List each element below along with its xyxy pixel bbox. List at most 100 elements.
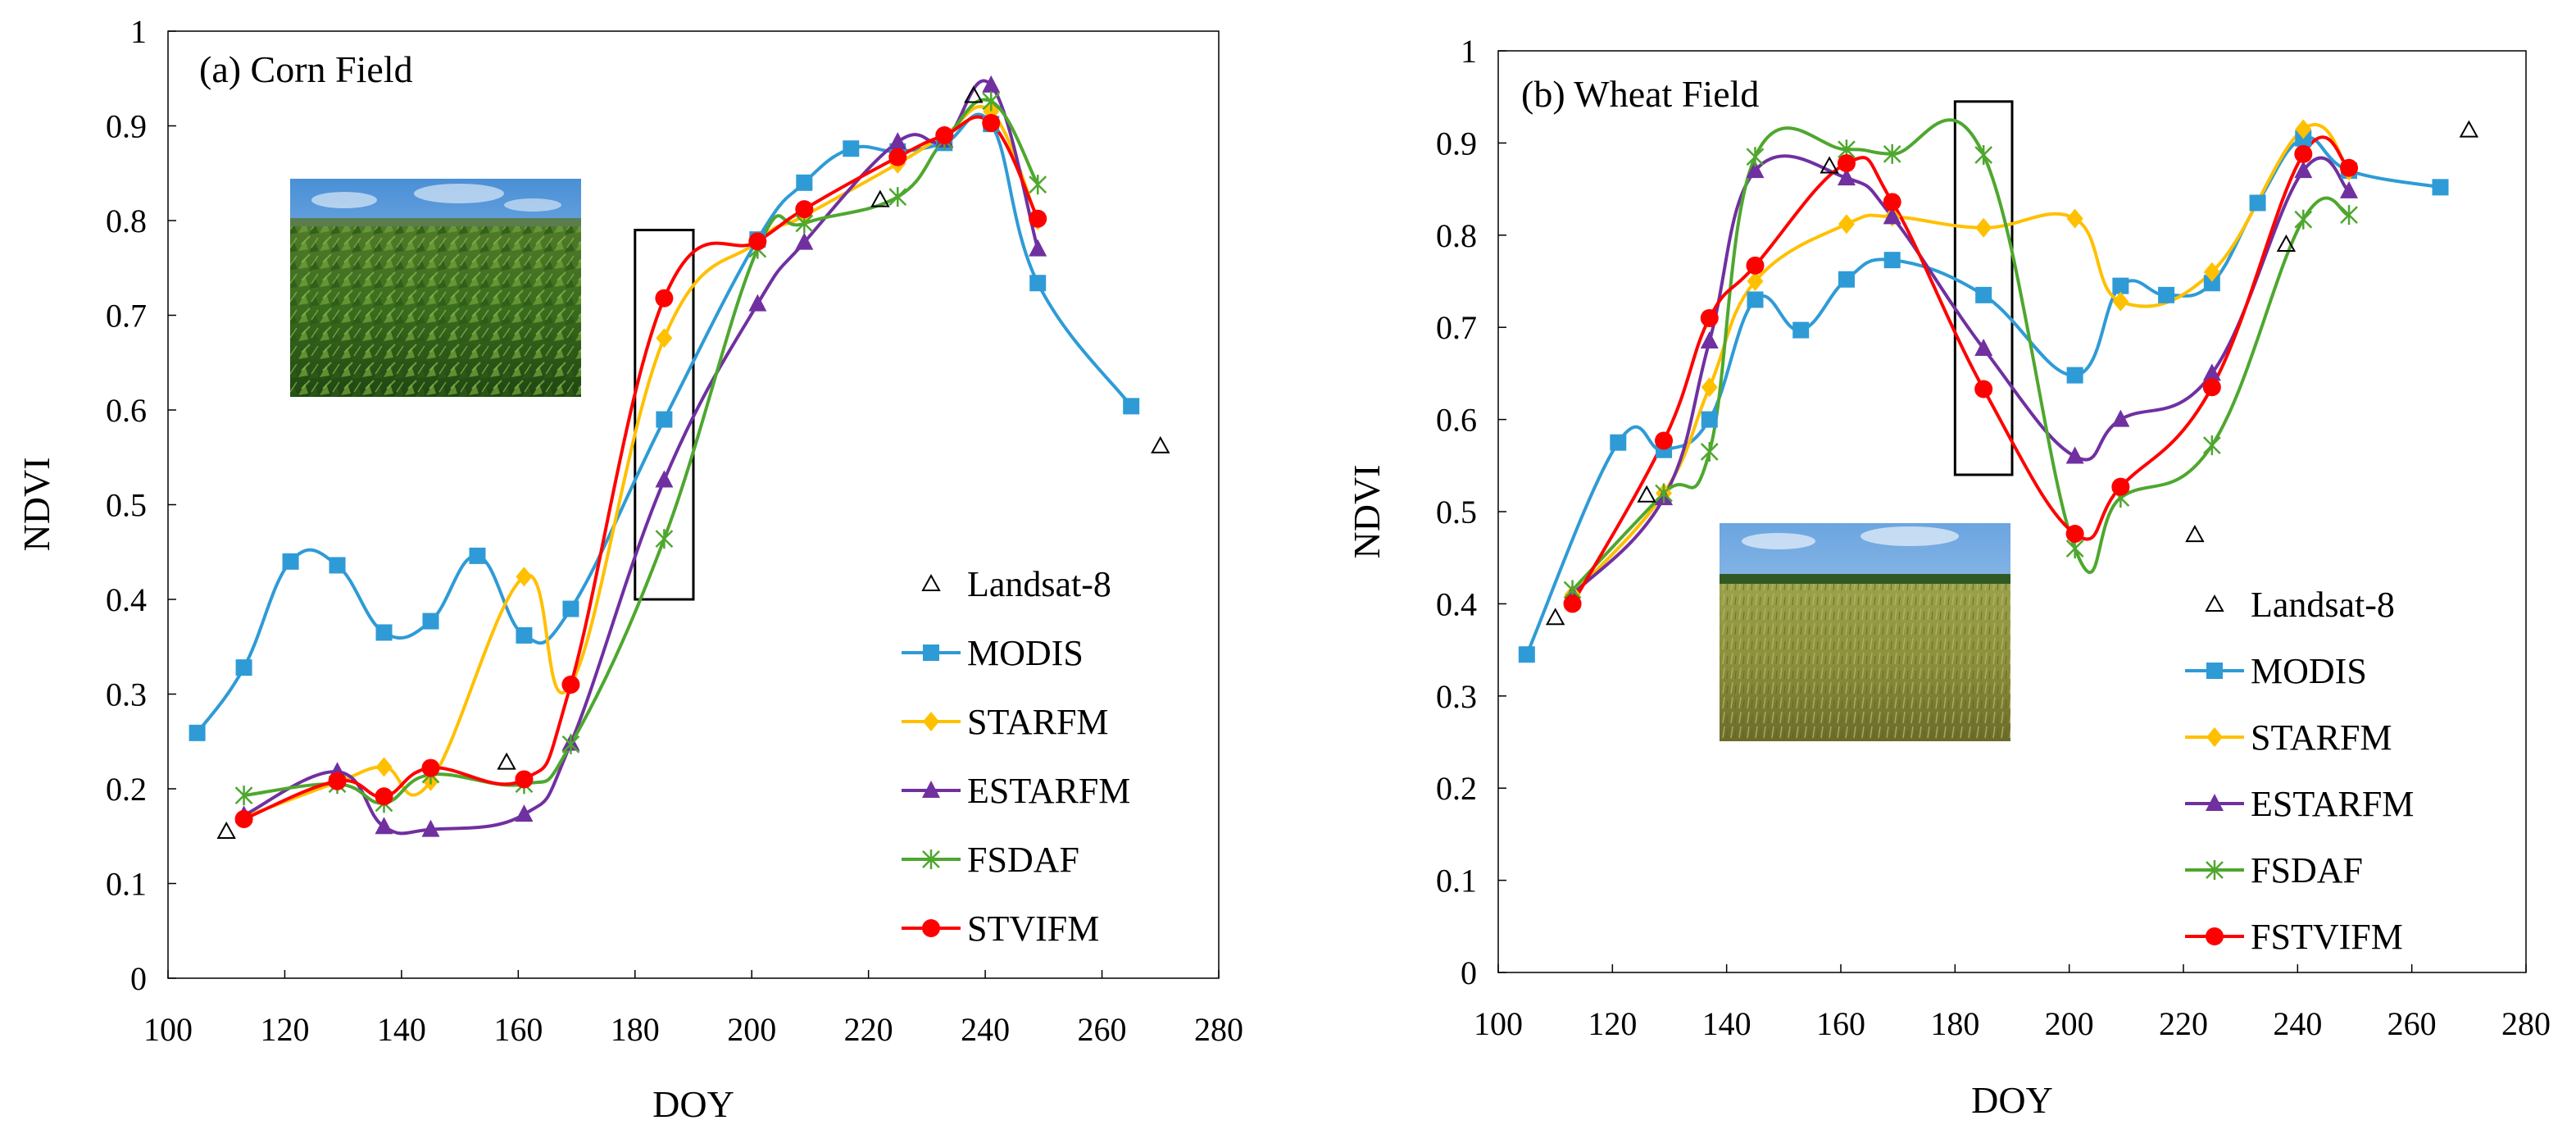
legend-label-estarfm: ESTARFM	[967, 771, 1130, 811]
legend-marker-modis	[923, 644, 939, 661]
legend-marker-landsat-8	[921, 573, 941, 591]
y-tick-label: 0.8	[106, 203, 147, 239]
data-point-landsat-8	[1637, 485, 1656, 503]
data-point-landsat-8	[2276, 234, 2297, 253]
data-point-estarfm	[421, 819, 440, 837]
data-point-stvifm	[655, 289, 674, 307]
data-point-stvifm	[982, 114, 1001, 133]
data-point-fstvifm	[1655, 431, 1674, 450]
data-point-modis	[329, 557, 346, 574]
data-point-fsdaf	[561, 734, 580, 754]
data-point-starfm	[1701, 377, 1718, 398]
data-point-stvifm	[375, 787, 393, 806]
data-point-starfm	[1975, 217, 1992, 238]
data-point-estarfm	[2065, 446, 2084, 464]
x-tick-label: 260	[1078, 1011, 1127, 1048]
series-line-stvifm	[243, 115, 1040, 821]
y-tick-label: 0.6	[1436, 402, 1477, 439]
data-point-fstvifm	[2294, 144, 2313, 163]
data-point-stvifm	[234, 809, 253, 828]
x-tick-label: 160	[493, 1011, 543, 1048]
data-point-fstvifm	[1974, 380, 1993, 398]
data-point-starfm	[2203, 262, 2220, 282]
data-point-modis	[2112, 277, 2129, 294]
data-point-modis	[235, 659, 252, 676]
series-line-starfm	[243, 104, 1040, 819]
data-point-estarfm	[655, 470, 674, 488]
data-point-starfm	[2112, 291, 2129, 312]
data-point-fsdaf	[655, 529, 674, 549]
data-point-modis	[469, 547, 486, 564]
y-tick-label: 0.4	[106, 581, 147, 618]
legend-label-landsat-8: Landsat-8	[967, 564, 1111, 604]
data-point-starfm	[1747, 271, 1764, 291]
data-point-modis	[1029, 275, 1047, 292]
wheat-field-photo	[1720, 523, 2010, 741]
y-tick-label: 0	[1461, 954, 1477, 991]
y-tick-label: 0.8	[1436, 217, 1477, 254]
data-point-starfm	[2066, 208, 2083, 229]
legend-label-modis: MODIS	[2251, 651, 2367, 691]
x-tick-label: 200	[727, 1011, 776, 1048]
data-point-estarfm	[748, 294, 767, 312]
data-point-stvifm	[795, 200, 814, 219]
data-point-modis	[1747, 291, 1764, 308]
data-point-estarfm	[2294, 161, 2313, 179]
data-point-modis	[656, 411, 673, 428]
data-point-landsat-8	[964, 85, 984, 103]
data-point-estarfm	[982, 75, 1001, 93]
legend-marker-estarfm	[922, 781, 940, 798]
y-tick-label: 0.6	[106, 392, 147, 429]
y-axis-label: NDVI	[16, 458, 57, 552]
data-point-modis	[1123, 398, 1140, 415]
data-point-modis	[1838, 271, 1855, 288]
data-point-estarfm	[1029, 239, 1047, 257]
data-point-fstvifm	[1746, 256, 1765, 275]
data-point-fstvifm	[1837, 154, 1856, 173]
data-point-modis	[282, 553, 299, 570]
data-point-modis	[2158, 286, 2175, 303]
data-point-landsat-8	[216, 821, 236, 839]
data-point-fsdaf	[1974, 145, 1993, 166]
x-axis-label: DOY	[1971, 1079, 2053, 1121]
data-point-fsdaf	[888, 187, 907, 207]
data-point-modis	[1883, 252, 1901, 269]
data-point-estarfm	[795, 232, 814, 250]
data-point-starfm	[1838, 214, 1855, 235]
data-point-estarfm	[2111, 409, 2130, 427]
data-point-starfm	[516, 567, 533, 587]
x-tick-label: 220	[844, 1011, 893, 1048]
x-tick-label: 280	[2501, 1005, 2551, 1042]
x-tick-label: 140	[377, 1011, 426, 1048]
data-point-modis	[1518, 646, 1535, 663]
data-point-modis	[843, 140, 860, 157]
y-tick-label: 0.7	[1436, 309, 1477, 346]
data-point-estarfm	[2340, 180, 2359, 198]
legend-marker-fsdaf	[922, 849, 940, 869]
data-point-fstvifm	[2111, 477, 2130, 496]
corn-field-chart: 0 0.1 0.2 0.3 0.4 0.5 0.6 0.7 0.8 0.9 1 100 120 140 16…	[16, 13, 1243, 1125]
y-tick-label: 0.5	[106, 487, 147, 524]
data-point-estarfm	[1974, 339, 1993, 357]
data-point-fstvifm	[1563, 594, 1582, 613]
legend-label-landsat-8: Landsat-8	[2251, 585, 2395, 625]
data-point-fsdaf	[1746, 147, 1765, 167]
y-tick-label: 0.1	[1436, 863, 1477, 899]
data-point-fstvifm	[2340, 158, 2359, 177]
data-point-modis	[2203, 275, 2220, 292]
y-tick-label: 0.5	[1436, 494, 1477, 531]
data-point-stvifm	[1029, 209, 1047, 228]
data-point-modis	[2066, 367, 2083, 384]
data-point-modis	[2432, 179, 2449, 196]
y-tick-label: 0.3	[106, 676, 147, 713]
data-point-estarfm	[375, 817, 393, 835]
legend-marker-estarfm	[2206, 794, 2224, 811]
data-point-modis	[1792, 321, 1810, 339]
legend-marker-stvifm	[922, 919, 940, 937]
data-point-landsat-8	[497, 752, 516, 770]
data-point-modis	[422, 613, 439, 630]
legend-marker-fstvifm	[2206, 927, 2224, 945]
data-point-estarfm	[1837, 168, 1856, 186]
x-tick-label: 180	[1930, 1005, 1979, 1042]
legend-label-estarfm: ESTARFM	[2251, 784, 2414, 824]
